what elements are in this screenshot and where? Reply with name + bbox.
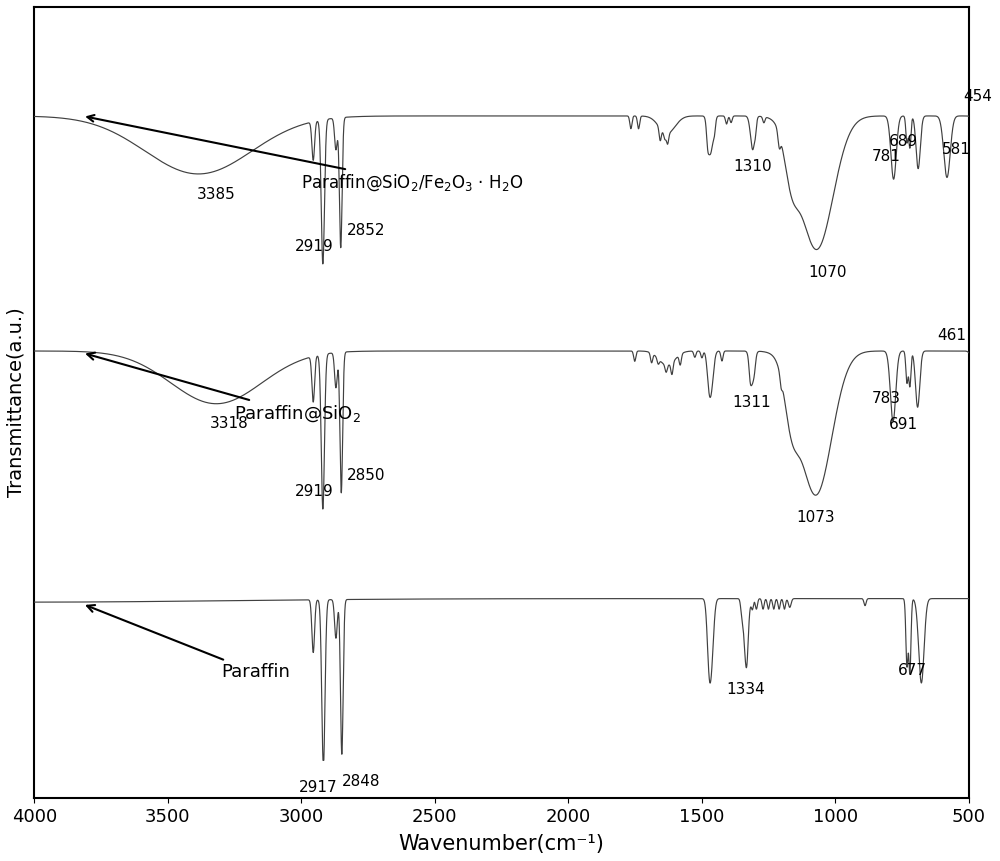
Text: 2850: 2850 [347, 468, 385, 483]
Text: 461: 461 [937, 327, 966, 343]
Text: 783: 783 [871, 391, 900, 406]
X-axis label: Wavenumber(cm⁻¹): Wavenumber(cm⁻¹) [399, 834, 604, 854]
Text: Paraffin@SiO$_2$: Paraffin@SiO$_2$ [87, 353, 361, 424]
Text: 677: 677 [898, 663, 927, 678]
Text: 1070: 1070 [808, 264, 846, 280]
Text: 454: 454 [963, 89, 992, 103]
Text: Paraffin@SiO$_2$/Fe$_2$O$_3$ · H$_2$O: Paraffin@SiO$_2$/Fe$_2$O$_3$ · H$_2$O [87, 115, 523, 193]
Text: 3318: 3318 [210, 416, 249, 431]
Text: 1311: 1311 [733, 394, 771, 410]
Text: 781: 781 [871, 149, 900, 164]
Text: 2919: 2919 [295, 238, 333, 254]
Text: 2919: 2919 [295, 484, 333, 499]
Y-axis label: Transmittance(a.u.): Transmittance(a.u.) [7, 307, 26, 498]
Text: 2852: 2852 [347, 223, 385, 238]
Text: 581: 581 [942, 142, 971, 158]
Text: 2848: 2848 [342, 774, 380, 790]
Text: 2917: 2917 [299, 780, 338, 796]
Text: 689: 689 [889, 133, 918, 149]
Text: 3385: 3385 [196, 187, 235, 201]
Text: Paraffin: Paraffin [87, 605, 290, 681]
Text: 1334: 1334 [727, 682, 765, 697]
Text: 1073: 1073 [796, 511, 835, 525]
Text: 1310: 1310 [733, 159, 772, 174]
Text: 691: 691 [888, 418, 918, 432]
